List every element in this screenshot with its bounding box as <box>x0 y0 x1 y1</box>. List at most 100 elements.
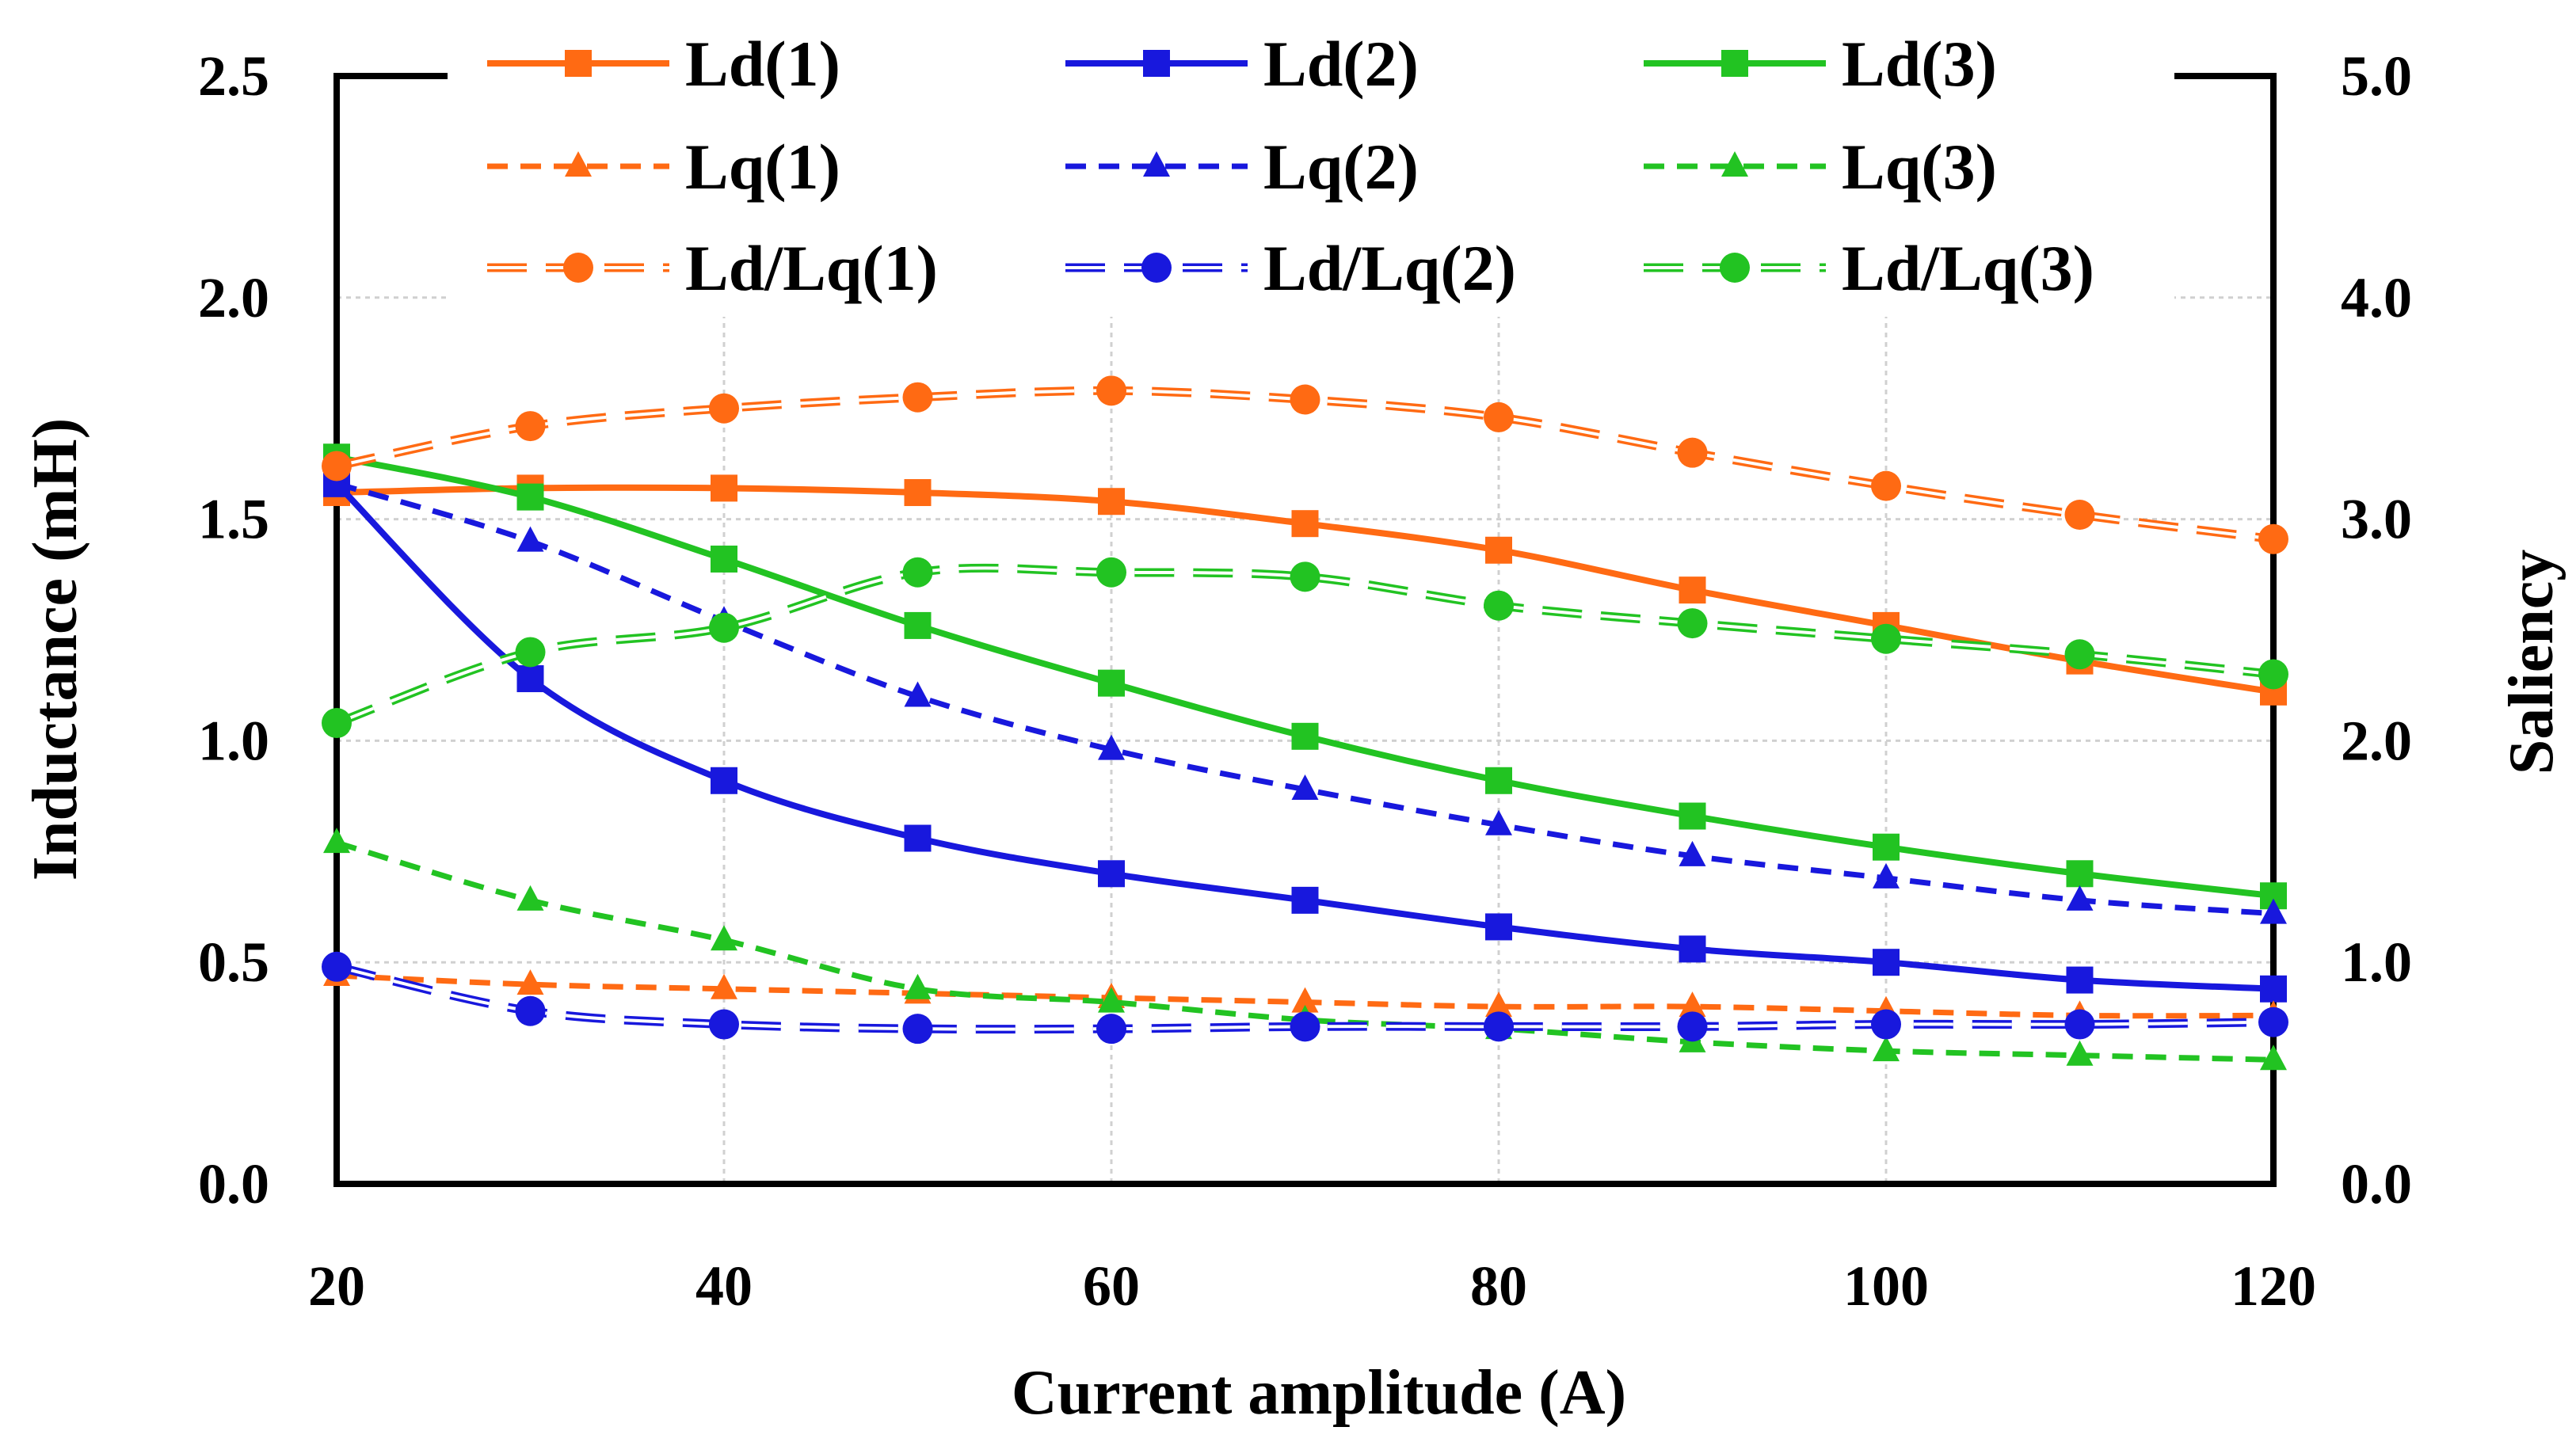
data-point-ld-1 <box>1679 576 1706 604</box>
y-tick-label-right: 4.0 <box>2341 266 2412 329</box>
data-point-lq-3 <box>323 828 350 854</box>
data-point-ld-3 <box>904 611 932 639</box>
legend: Ld(1) Ld(2) Ld(3) Lq(1) Lq(2) Lq(3) Ld/Lq(1) Ld… <box>448 16 2174 317</box>
data-point-lq-1 <box>1291 987 1319 1013</box>
data-point-ld-2 <box>1098 860 1125 888</box>
data-point-ld-2 <box>2066 966 2094 994</box>
data-point-ld-2 <box>1873 949 1900 976</box>
data-point-ld-3 <box>1098 669 1125 697</box>
data-point-ld-lq-2 <box>1677 1011 1708 1042</box>
x-tick-label: 20 <box>308 1254 365 1318</box>
data-point-ld-lq-3 <box>1871 623 1901 654</box>
data-point-ld-lq-1 <box>515 411 546 442</box>
data-point-ld-2 <box>2260 975 2287 1003</box>
y-tick-label-right: 5.0 <box>2341 44 2412 108</box>
x-tick-label: 80 <box>1470 1254 1527 1318</box>
data-point-ld-3 <box>1291 722 1319 750</box>
series-ld-lq-1 <box>322 375 2288 554</box>
data-point-lq-3 <box>2260 1045 2287 1071</box>
legend-item-ld-lq-3: Ld/Lq(3) <box>1644 232 2094 304</box>
data-point-lq-1 <box>711 973 737 999</box>
data-point-ld-3 <box>1873 833 1900 861</box>
series-line-lq-2 <box>336 481 2274 917</box>
data-point-ld-lq-2 <box>1096 1014 1126 1045</box>
legend-label-ld-lq-3: Ld/Lq(3) <box>1842 232 2094 304</box>
data-point-ld-3 <box>711 545 737 573</box>
data-point-lq-1 <box>1679 991 1706 1018</box>
data-point-lq-2 <box>2066 885 2094 911</box>
legend-swatch-marker-ld-3 <box>1721 50 1748 77</box>
x-axis-title: Current amplitude (A) <box>1012 1358 1626 1428</box>
data-point-ld-lq-1 <box>2258 523 2288 554</box>
series-layer <box>322 375 2288 1071</box>
legend-swatch-marker-lq-2 <box>1143 151 1170 177</box>
legend-swatch-marker-lq-1 <box>565 151 592 177</box>
legend-item-ld-3: Ld(3) <box>1644 28 1997 100</box>
series-ld-lq-2 <box>322 951 2288 1045</box>
legend-swatch-marker-ld-lq-2 <box>1141 253 1172 283</box>
series-ld-lq-3 <box>322 557 2288 739</box>
data-point-ld-lq-1 <box>1871 470 1901 501</box>
data-point-ld-lq-1 <box>2064 500 2095 531</box>
legend-swatch-marker-lq-3 <box>1721 151 1748 177</box>
data-point-ld-3 <box>1485 767 1512 794</box>
data-point-ld-lq-1 <box>1096 375 1126 406</box>
legend-label-lq-2: Lq(2) <box>1263 131 1419 203</box>
data-point-lq-2 <box>1679 840 1706 866</box>
data-point-lq-3 <box>711 925 737 951</box>
data-point-lq-1 <box>1485 991 1512 1018</box>
data-point-ld-lq-2 <box>2064 1009 2095 1040</box>
data-point-ld-lq-2 <box>515 995 546 1026</box>
legend-swatch-marker-ld-lq-3 <box>1720 253 1750 283</box>
data-point-lq-2 <box>516 526 544 552</box>
data-point-ld-lq-3 <box>1677 608 1708 639</box>
data-point-ld-lq-2 <box>2258 1006 2288 1037</box>
series-ld-1 <box>323 474 2287 706</box>
legend-label-lq-1: Lq(1) <box>685 131 840 203</box>
data-point-lq-2 <box>1485 809 1512 835</box>
data-point-ld-2 <box>1679 935 1706 963</box>
y-tick-label-right: 2.0 <box>2341 709 2412 772</box>
data-point-ld-lq-1 <box>709 393 739 424</box>
data-point-ld-lq-1 <box>1484 401 1514 432</box>
y-tick-label-left: 0.5 <box>198 930 269 994</box>
series-line-lq-3 <box>336 839 2274 1063</box>
data-point-lq-2 <box>2260 898 2287 924</box>
data-point-ld-lq-2 <box>902 1014 933 1045</box>
data-point-ld-2 <box>904 824 932 852</box>
legend-swatch-marker-ld-1 <box>565 50 592 77</box>
data-point-ld-lq-1 <box>322 451 352 481</box>
data-point-ld-1 <box>1098 488 1125 516</box>
legend-item-ld-lq-2: Ld/Lq(2) <box>1065 232 1516 304</box>
data-point-ld-1 <box>904 479 932 507</box>
data-point-ld-3 <box>516 483 544 511</box>
legend-item-lq-2: Lq(2) <box>1065 131 1419 203</box>
data-point-ld-lq-3 <box>322 708 352 739</box>
data-point-ld-1 <box>711 474 737 502</box>
y-tick-label-left: 1.0 <box>198 709 269 772</box>
data-point-lq-3 <box>2066 1040 2094 1066</box>
legend-label-lq-3: Lq(3) <box>1842 131 1997 203</box>
data-point-ld-lq-3 <box>709 612 739 643</box>
series-ld-3 <box>323 443 2287 910</box>
data-point-ld-lq-2 <box>1290 1011 1320 1042</box>
y-tick-label-right: 0.0 <box>2341 1152 2412 1216</box>
data-point-ld-1 <box>1291 510 1319 538</box>
legend-item-ld-2: Ld(2) <box>1065 28 1419 100</box>
data-point-ld-2 <box>711 767 737 794</box>
data-point-ld-2 <box>1291 886 1319 914</box>
data-point-ld-lq-3 <box>902 557 933 588</box>
data-point-lq-2 <box>1291 774 1319 800</box>
series-lq-2 <box>323 468 2287 924</box>
y-tick-label-left: 1.5 <box>198 488 269 551</box>
data-point-ld-lq-1 <box>1290 384 1320 415</box>
axes-layer: 0.0 0.5 1.0 1.5 2.0 2.5 0.0 1.0 2.0 3.0 4.0 5.0 20 40… <box>198 44 2412 1318</box>
y-axis-title-left: Inductance (mH) <box>21 418 90 881</box>
data-point-lq-1 <box>516 969 544 995</box>
data-point-lq-3 <box>1098 987 1125 1013</box>
legend-background <box>448 16 2174 317</box>
data-point-ld-lq-1 <box>902 382 933 413</box>
data-point-ld-lq-2 <box>1484 1011 1514 1042</box>
